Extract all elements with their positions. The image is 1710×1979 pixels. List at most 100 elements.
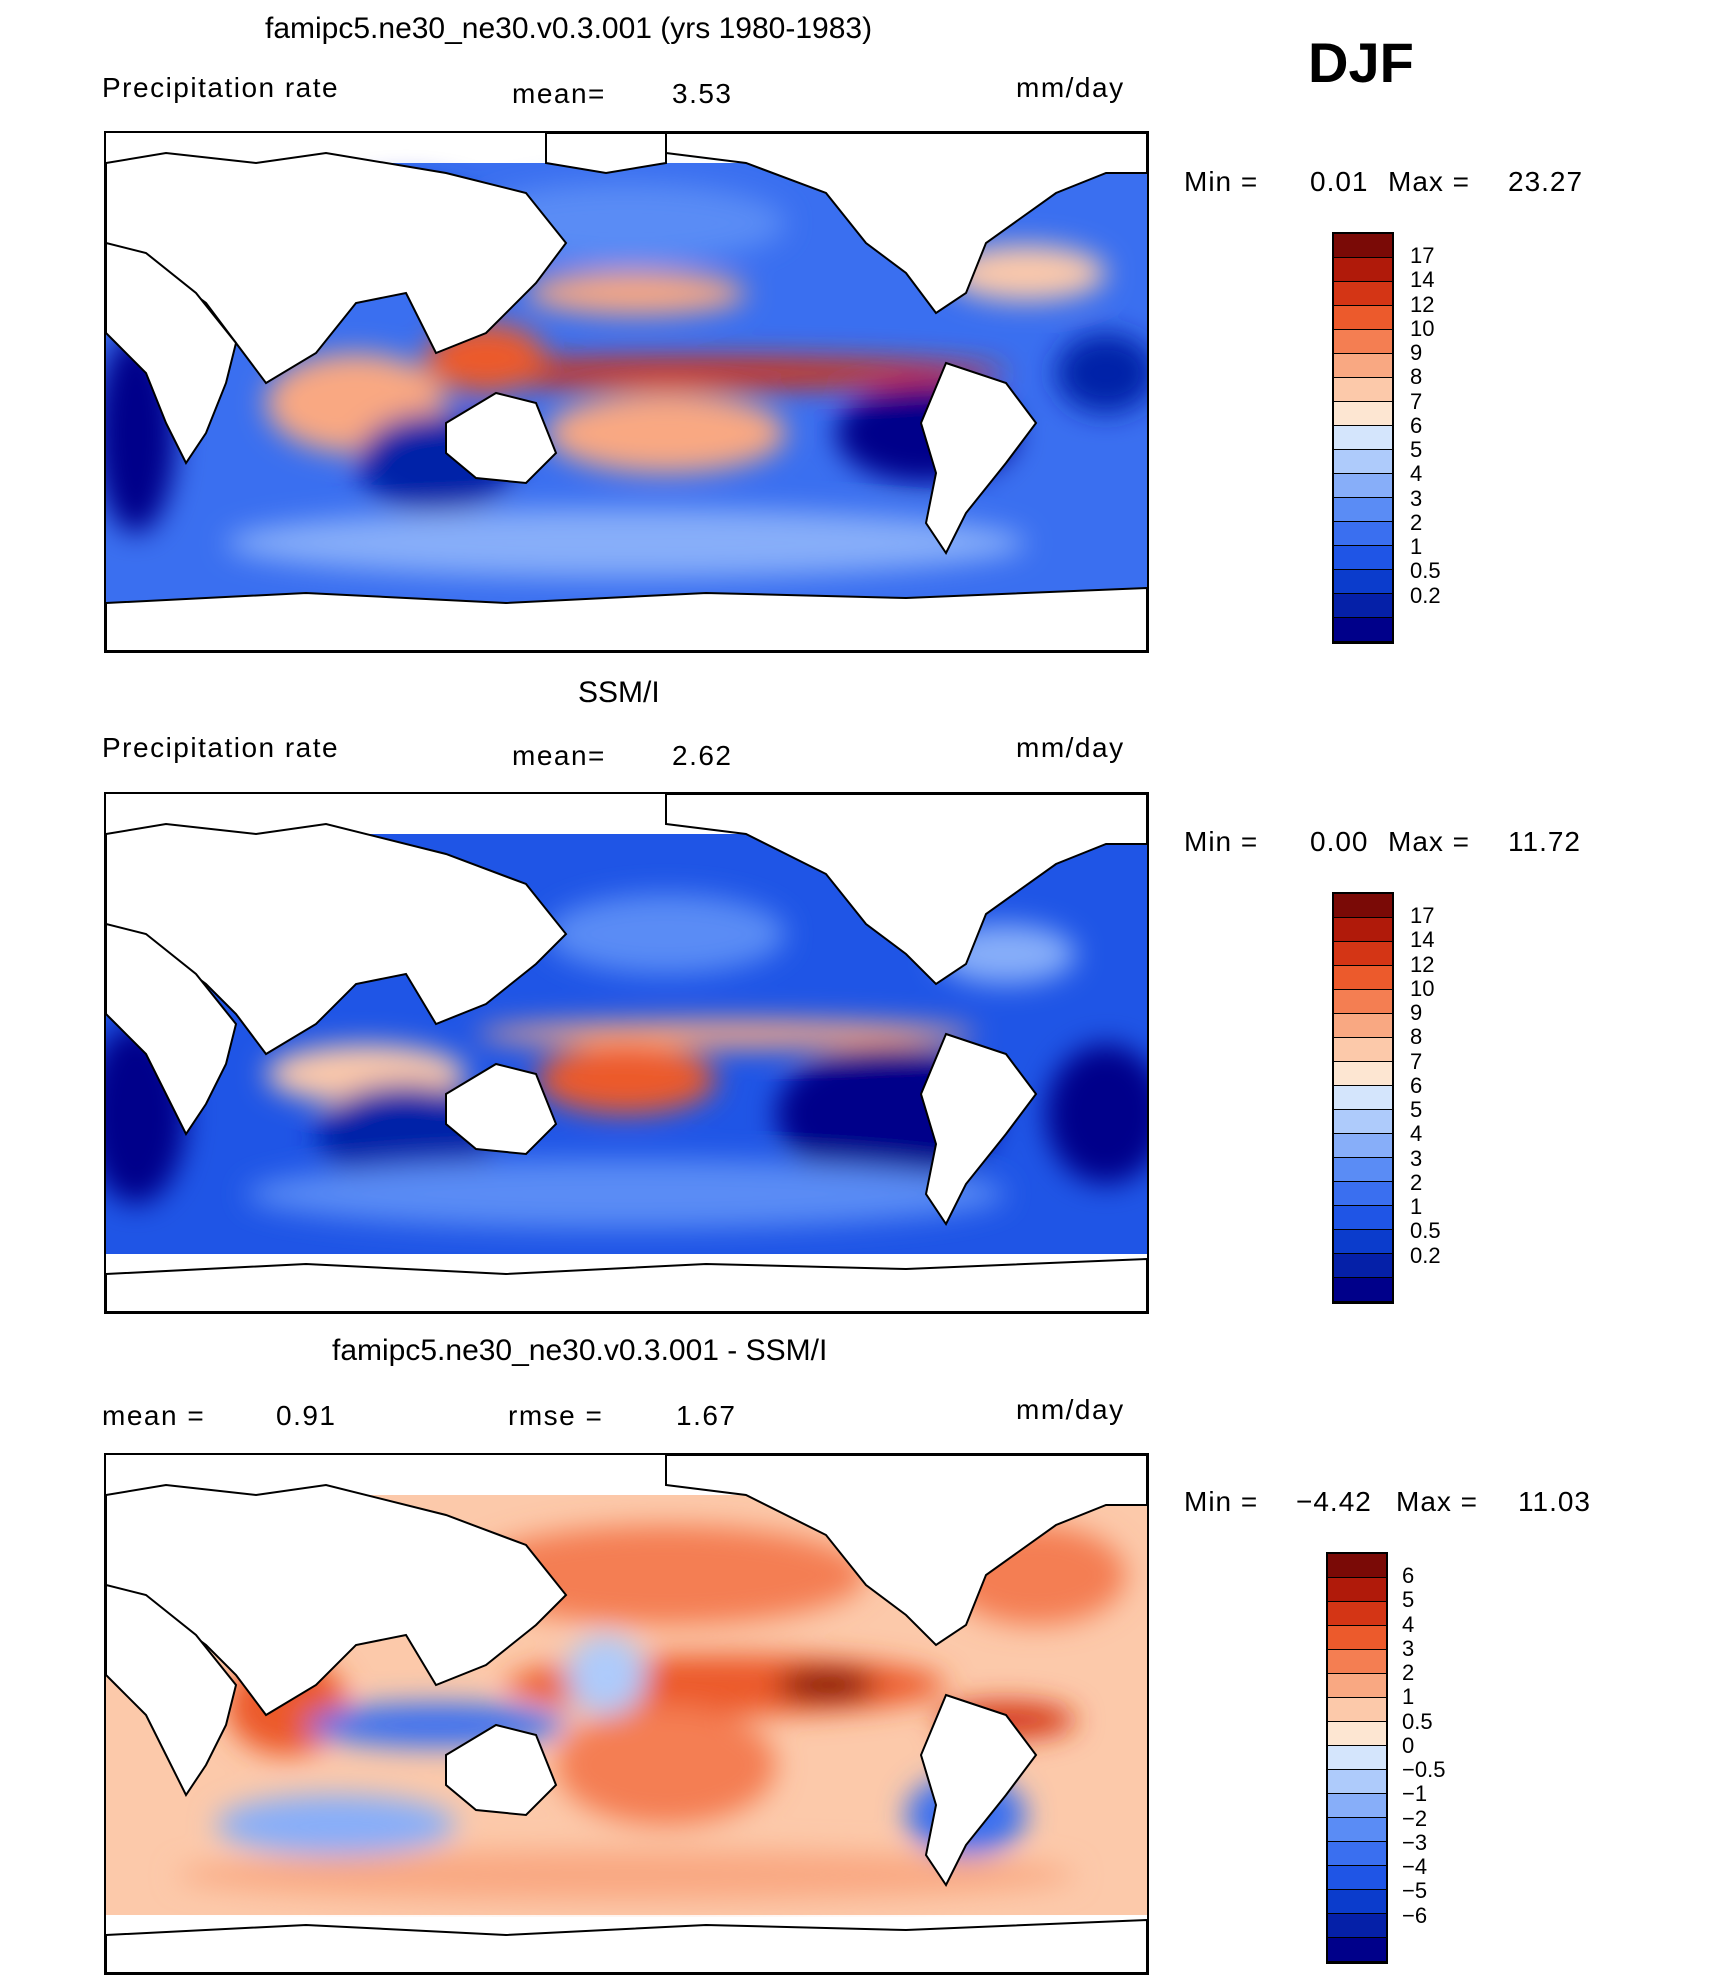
colorbar-segment [1334,990,1392,1014]
colorbar-tick-label: 10 [1410,315,1435,341]
colorbar-segment [1334,918,1392,942]
panel-2-variable-label: Precipitation rate [102,732,340,763]
colorbar-tick-label: 0.2 [1410,582,1441,608]
panel-3-colorbar [1326,1552,1388,1964]
colorbar-segment [1334,1182,1392,1206]
colorbar-segment [1334,966,1392,990]
panel-2-map-svg [106,794,1147,1312]
colorbar-tick-label: 5 [1402,1587,1415,1613]
colorbar-segment [1334,1086,1392,1110]
colorbar-tick-label: 4 [1410,461,1423,487]
colorbar-segment [1328,1698,1386,1722]
colorbar-segment [1328,1938,1386,1962]
panel-3-title: famipc5.ne30_ne30.v0.3.001 - SSM/I [332,1334,828,1367]
colorbar-tick-label: 0.2 [1410,1242,1441,1268]
colorbar-tick-label: 2 [1402,1660,1415,1686]
colorbar-tick-label: 3 [1410,485,1423,511]
continents [106,1455,1147,1973]
panel-2-max-value: 11.72 [1508,826,1581,857]
colorbar-segment [1334,378,1392,402]
panel-2-min-label: Min = [1184,826,1259,857]
colorbar-segment [1328,1746,1386,1770]
colorbar-segment [1334,450,1392,474]
colorbar-tick-label: 3 [1402,1635,1415,1661]
colorbar-tick-label: 17 [1410,903,1435,929]
panel-1-mean-value: 3.53 [672,78,733,109]
panel-3-min-value: −4.42 [1296,1486,1372,1517]
colorbar-tick-label: −6 [1402,1902,1428,1928]
difference-features [176,1525,1126,1900]
panel-3-max-value: 11.03 [1518,1486,1591,1517]
colorbar-segment [1334,546,1392,570]
colorbar-tick-label: 0.5 [1410,1218,1441,1244]
panel-3-rmse-value: 1.67 [676,1400,737,1431]
colorbar-segment [1328,1770,1386,1794]
colorbar-segment [1334,426,1392,450]
colorbar-segment [1334,258,1392,282]
panel-3-min-label: Min = [1184,1486,1259,1517]
colorbar-tick-label: 5 [1410,437,1423,463]
panel-3-map [104,1453,1149,1975]
panel-2-map [104,792,1149,1314]
colorbar-segment [1334,570,1392,594]
colorbar-tick-label: 7 [1410,388,1423,414]
panel-2-mean-label: mean= [512,740,606,771]
colorbar-segment [1328,1818,1386,1842]
colorbar-tick-label: 14 [1410,927,1435,953]
colorbar-tick-label: 9 [1410,340,1423,366]
colorbar-tick-label: 12 [1410,951,1435,977]
panel-3-mean-label: mean = [102,1400,206,1431]
colorbar-tick-label: 3 [1410,1145,1423,1171]
colorbar-tick-label: 2 [1410,1169,1423,1195]
colorbar-tick-label: 0.5 [1402,1708,1433,1734]
panel-1-variable-label: Precipitation rate [102,72,340,103]
colorbar-segment [1334,594,1392,618]
colorbar-tick-label: 12 [1410,291,1435,317]
colorbar-tick-label: 1 [1402,1684,1415,1710]
colorbar-tick-label: 1 [1410,1194,1423,1220]
colorbar-segment [1334,402,1392,426]
panel-2-title: SSM/I [578,676,660,709]
colorbar-segment [1328,1578,1386,1602]
colorbar-segment [1334,282,1392,306]
colorbar-segment [1328,1866,1386,1890]
colorbar-tick-label: 0.5 [1410,558,1441,584]
colorbar-segment [1334,942,1392,966]
colorbar-segment [1328,1890,1386,1914]
panel-2-colorbar [1332,892,1394,1304]
panel-1-mean-label: mean= [512,78,606,109]
panel-2-colorbar-ticks: 17 14 12 10 9 8 7 6 5 4 3 2 1 0.5 0.2 [1410,892,1490,1304]
continents [106,794,1147,1312]
panel-1-units: mm/day [1016,72,1125,103]
colorbar-segment [1334,894,1392,918]
colorbar-tick-label: 14 [1410,267,1435,293]
panel-3-colorbar-ticks: 6 5 4 3 2 1 0.5 0 −0.5 −1 −2 −3 −4 −5 −6 [1402,1552,1482,1964]
colorbar-tick-label: −0.5 [1402,1757,1446,1783]
colorbar-tick-label: 6 [1410,412,1423,438]
colorbar-segment [1334,1254,1392,1278]
colorbar-segment [1334,1134,1392,1158]
colorbar-segment [1334,1038,1392,1062]
panel-1-title: famipc5.ne30_ne30.v0.3.001 (yrs 1980-198… [265,12,873,45]
colorbar-tick-label: 9 [1410,1000,1423,1026]
colorbar-segment [1334,1158,1392,1182]
panel-1-min-value: 0.01 [1310,166,1369,197]
colorbar-tick-label: 7 [1410,1048,1423,1074]
panel-2-min-value: 0.00 [1310,826,1369,857]
colorbar-segment [1328,1674,1386,1698]
colorbar-tick-label: 8 [1410,1024,1423,1050]
panel-3-units: mm/day [1016,1394,1125,1425]
colorbar-segment [1334,354,1392,378]
colorbar-tick-label: 1 [1410,534,1423,560]
colorbar-segment [1328,1602,1386,1626]
colorbar-tick-label: −5 [1402,1878,1428,1904]
colorbar-tick-label: −1 [1402,1781,1428,1807]
colorbar-segment [1328,1650,1386,1674]
precip-features [106,183,1147,578]
colorbar-segment [1328,1554,1386,1578]
colorbar-tick-label: 17 [1410,243,1435,269]
panel-1-map-svg [106,133,1147,651]
colorbar-tick-label: −4 [1402,1854,1428,1880]
colorbar-tick-label: 6 [1410,1072,1423,1098]
colorbar-tick-label: 6 [1402,1563,1415,1589]
